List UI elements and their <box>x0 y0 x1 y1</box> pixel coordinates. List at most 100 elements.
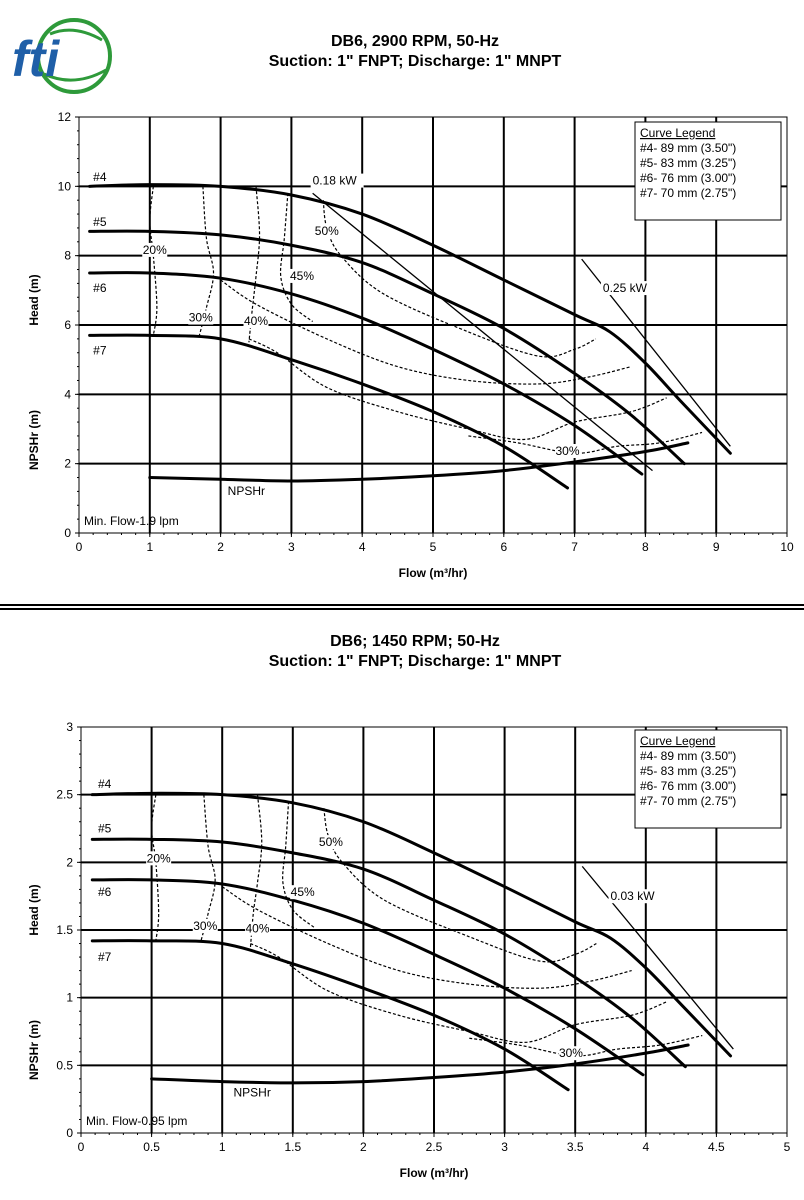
annotation-label: 30% <box>193 919 217 933</box>
y-tick-label: 1 <box>66 991 73 1005</box>
y-tick-label: 0 <box>64 526 71 540</box>
annotation-bg <box>290 885 316 900</box>
annotation-label: 30% <box>559 1046 583 1060</box>
x-tick-label: 4 <box>642 1140 649 1154</box>
y-axis-label-head: Head (m) <box>27 274 41 325</box>
series-label: #5 <box>93 215 107 229</box>
annotation-bg <box>608 889 662 904</box>
x-tick-label: 1.5 <box>284 1140 301 1154</box>
annotation-label: 20% <box>143 243 167 257</box>
annotation-label: 50% <box>315 224 339 238</box>
x-tick-label: 6 <box>500 540 507 554</box>
legend-entry: #5- 83 mm (3.25") <box>640 156 736 170</box>
y-axis-label-npshr: NPSHr (m) <box>27 410 41 470</box>
head-curve <box>88 183 732 455</box>
head-curve <box>90 837 687 1069</box>
annotation-bg <box>142 242 168 257</box>
x-tick-label: 3 <box>501 1140 508 1154</box>
y-axis-label-npshr: NPSHr (m) <box>27 1020 41 1080</box>
series-label: #6 <box>93 281 107 295</box>
efficiency-contour <box>220 279 632 385</box>
x-tick-label: 0.5 <box>143 1140 160 1154</box>
annotation-bg <box>192 919 218 933</box>
x-tick-label: 1 <box>146 540 153 554</box>
y-axis-label-head: Head (m) <box>27 884 41 935</box>
x-axis-label: Flow (m³/hr) <box>400 1166 469 1180</box>
y-tick-label: 4 <box>64 387 71 401</box>
legend-entry: #6- 76 mm (3.00") <box>640 171 736 185</box>
min-flow-label: Min. Flow-0.95 lpm <box>86 1114 187 1128</box>
x-tick-label: 1 <box>219 1140 226 1154</box>
chart-title-block: DB6; 1450 RPM; 50-Hz Suction: 1" FNPT; D… <box>200 632 630 672</box>
divider-bottom <box>0 608 804 610</box>
npshr-curve <box>148 441 690 483</box>
chart-title: DB6, 2900 RPM, 50-Hz <box>330 33 500 50</box>
efficiency-contour <box>149 186 158 336</box>
legend-box <box>634 121 782 221</box>
chart-title-block: DB6, 2900 RPM, 50-Hz Suction: 1" FNPT; D… <box>200 32 630 72</box>
y-tick-label: 2.5 <box>56 788 73 802</box>
y-tick-label: 2 <box>66 855 73 869</box>
x-tick-label: 10 <box>780 540 794 554</box>
y-tick-label: 0.5 <box>56 1058 73 1072</box>
y-tick-label: 6 <box>64 318 71 332</box>
y-tick-label: 1.5 <box>56 923 73 937</box>
legend-title: Curve Legend <box>640 126 715 140</box>
y-tick-label: 3 <box>66 720 73 734</box>
y-tick-label: 2 <box>64 457 71 471</box>
x-tick-label: 0 <box>76 540 83 554</box>
x-tick-label: 5 <box>784 1140 791 1154</box>
annotation-label: 40% <box>244 314 268 328</box>
power-line <box>581 865 734 1050</box>
x-tick-label: 4.5 <box>708 1140 725 1154</box>
divider-top <box>0 604 804 606</box>
fti-logo-mark: fti <box>12 18 112 94</box>
npshr-label: NPSHr <box>228 484 265 498</box>
annotation-label: 20% <box>147 851 171 865</box>
y-tick-label: 12 <box>58 110 72 124</box>
annotation-label: 0.03 kW <box>611 889 656 903</box>
annotation-bg <box>243 314 269 328</box>
head-curve <box>88 333 570 490</box>
x-tick-label: 7 <box>571 540 578 554</box>
efficiency-contour <box>282 801 315 928</box>
x-tick-label: 8 <box>642 540 649 554</box>
npshr-label: NPSHr <box>233 1085 270 1099</box>
legend-entry: #7- 70 mm (2.75") <box>640 794 736 808</box>
annotation-bg <box>146 851 172 866</box>
x-tick-label: 4 <box>359 540 366 554</box>
y-tick-label: 8 <box>64 249 71 263</box>
head-curve <box>90 939 570 1092</box>
annotation-bg <box>188 310 214 325</box>
chart-subtitle: Suction: 1" FNPT; Discharge: 1" MNPT <box>268 53 562 70</box>
annotation-label: 50% <box>319 835 343 849</box>
x-tick-label: 3.5 <box>567 1140 584 1154</box>
legend-entry: #7- 70 mm (2.75") <box>640 186 736 200</box>
series-label: #7 <box>98 950 112 964</box>
y-tick-label: 0 <box>66 1126 73 1140</box>
annotation-bg <box>310 173 364 188</box>
head-curve <box>90 791 733 1058</box>
series-label: #6 <box>98 885 112 899</box>
x-tick-label: 5 <box>430 540 437 554</box>
x-tick-label: 2 <box>360 1140 367 1154</box>
x-tick-label: 0 <box>78 1140 85 1154</box>
head-curve <box>88 229 686 466</box>
annotation-label: 45% <box>290 269 314 283</box>
annotation-bg <box>600 281 654 296</box>
efficiency-contour <box>150 794 160 941</box>
x-axis-label: Flow (m³/hr) <box>399 566 468 580</box>
legend-entry: #4- 89 mm (3.50") <box>640 749 736 763</box>
legend-entry: #6- 76 mm (3.00") <box>640 779 736 793</box>
annotation-label: 0.18 kW <box>313 174 358 188</box>
annotation-bg <box>558 1046 584 1061</box>
logo-text: fti <box>12 31 60 87</box>
annotation-label: 30% <box>556 444 580 458</box>
series-label: #7 <box>93 343 107 357</box>
head-curve <box>90 878 645 1077</box>
annotation-label: 45% <box>291 885 315 899</box>
annotation-bg <box>555 444 581 458</box>
legend-box <box>634 729 782 829</box>
annotation-label: 0.25 kW <box>603 281 648 295</box>
